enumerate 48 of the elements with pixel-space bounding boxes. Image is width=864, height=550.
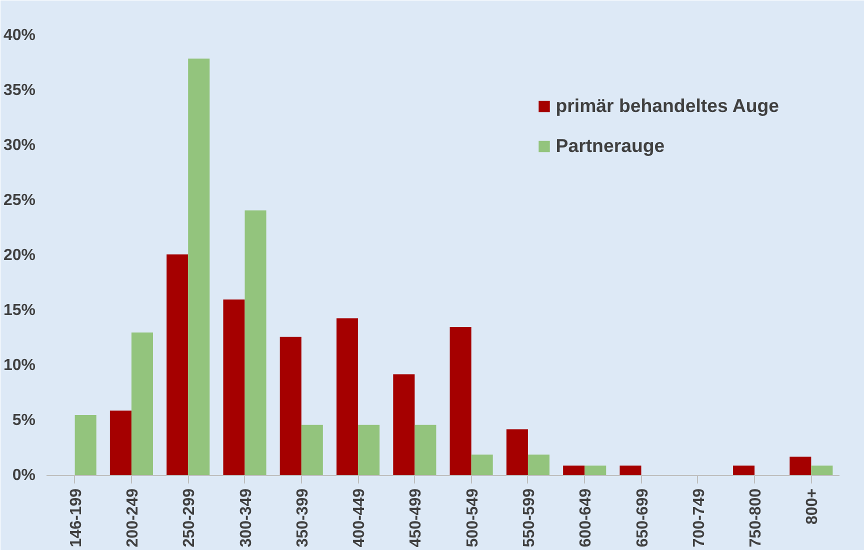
bar xyxy=(188,58,210,476)
bar xyxy=(244,210,266,476)
bar xyxy=(358,424,380,476)
x-tick-label: 146-199 xyxy=(68,488,85,548)
bar xyxy=(280,336,302,476)
x-tick-label: 700-749 xyxy=(690,488,708,548)
bar xyxy=(166,254,188,476)
x-tick-label: 600-649 xyxy=(578,488,595,548)
y-tick-label: 15% xyxy=(3,302,36,319)
bar xyxy=(733,466,755,476)
y-tick-label: 0% xyxy=(12,467,36,484)
x-tick-label: 450-499 xyxy=(408,488,425,548)
x-tick-label: 800+ xyxy=(804,488,822,525)
y-tick-label: 30% xyxy=(3,137,36,154)
x-tick-label: 250-299 xyxy=(181,488,198,548)
bar xyxy=(790,456,812,476)
x-tick-label: 400-449 xyxy=(351,488,368,548)
x-tick-label: 750-800 xyxy=(748,488,765,548)
bar xyxy=(506,429,528,476)
x-tick-label: 350-399 xyxy=(294,488,312,548)
bar xyxy=(110,410,132,476)
bar xyxy=(584,466,606,476)
legend-label: primär behandeltes Auge xyxy=(556,95,779,117)
bar xyxy=(414,424,436,476)
y-tick-label: 10% xyxy=(3,357,36,374)
bar xyxy=(336,318,358,476)
x-tick-label: 200-249 xyxy=(124,488,142,548)
bar xyxy=(811,466,833,476)
bar xyxy=(131,332,153,476)
x-tick-label: 500-549 xyxy=(464,488,482,548)
y-tick-label: 20% xyxy=(3,247,36,264)
bar xyxy=(563,466,585,476)
bar xyxy=(301,424,323,476)
bar xyxy=(528,454,550,476)
y-tick-label: 5% xyxy=(12,412,36,429)
x-tick-label: 300-349 xyxy=(238,488,255,548)
bar xyxy=(393,374,415,476)
legend-label: Partnerauge xyxy=(556,135,665,157)
y-tick-label: 40% xyxy=(3,27,36,44)
bar xyxy=(74,415,96,476)
y-tick-label: 35% xyxy=(3,82,36,99)
x-tick-label: 550-599 xyxy=(520,488,538,548)
bar xyxy=(471,454,493,476)
x-tick-label: 650-699 xyxy=(634,488,652,548)
bar xyxy=(223,300,245,476)
bar xyxy=(620,466,642,476)
bar xyxy=(450,327,472,476)
y-tick-label: 25% xyxy=(3,192,36,209)
